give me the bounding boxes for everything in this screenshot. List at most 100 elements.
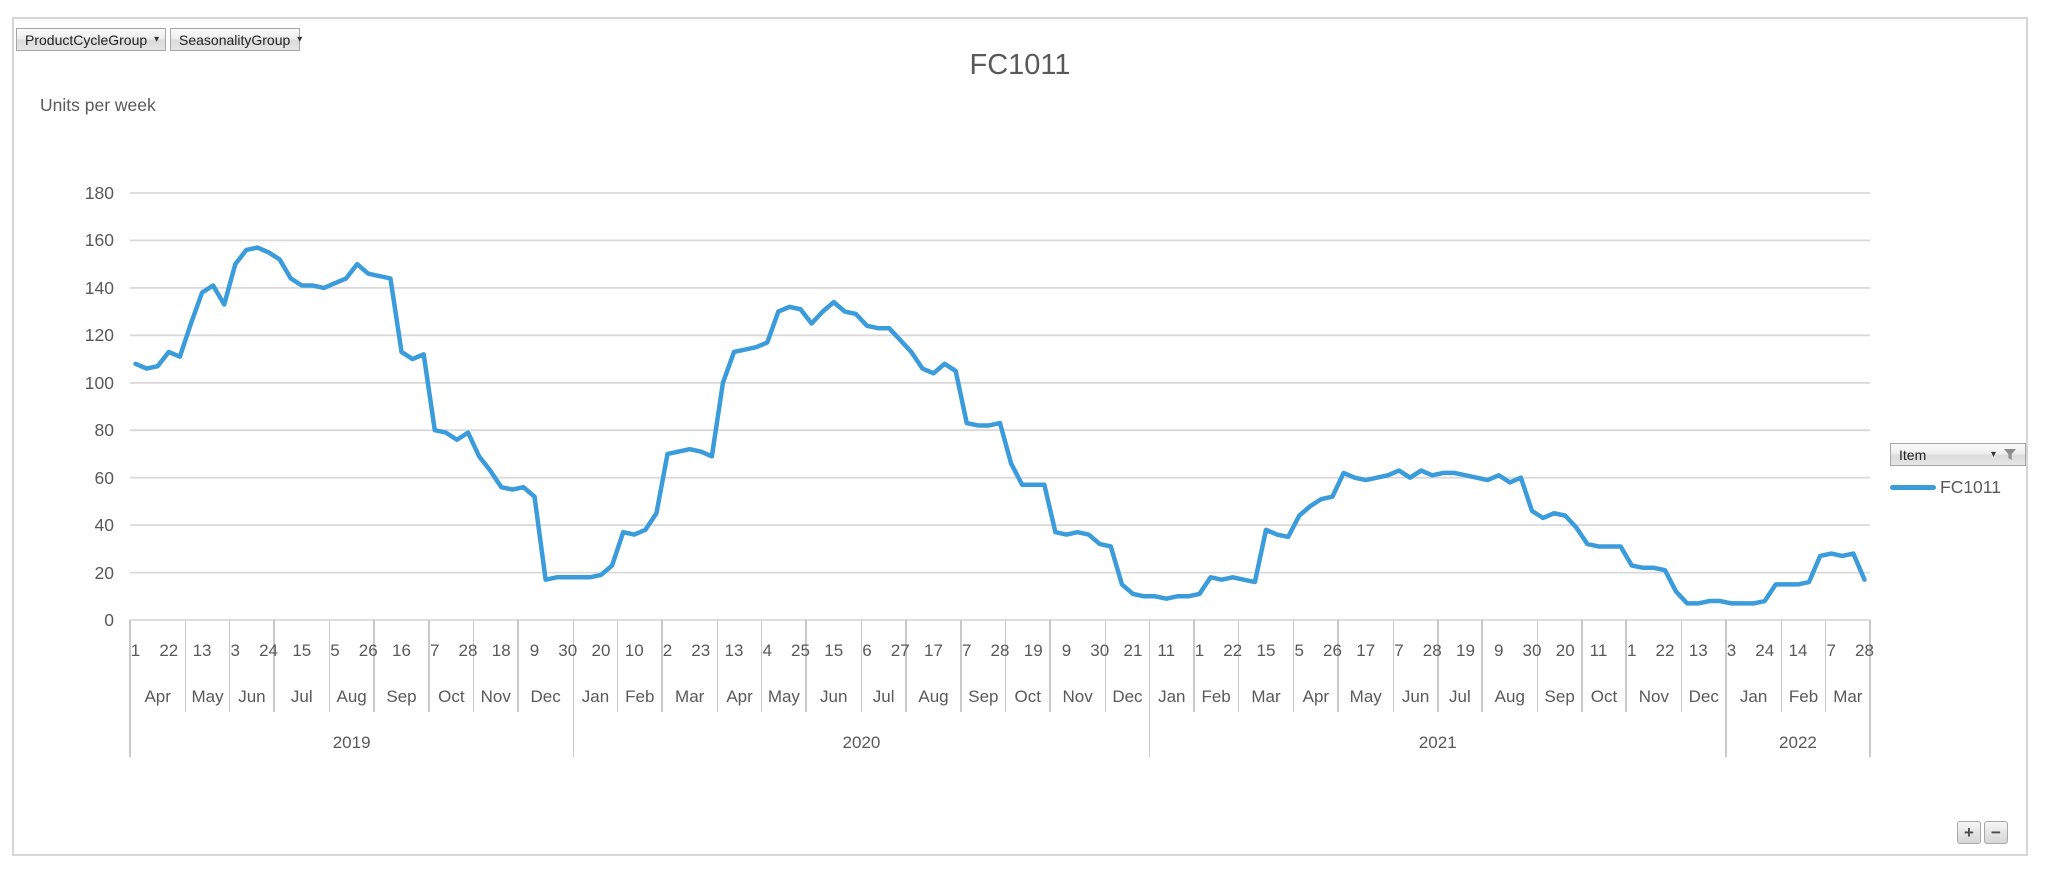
axis-separator <box>1824 620 1827 712</box>
x-axis-month-label: May <box>1349 687 1382 706</box>
x-axis-week-label: 30 <box>1522 641 1542 660</box>
field-button-seasonality-group[interactable]: SeasonalityGroup ▾ <box>170 28 303 51</box>
x-axis-year-label: 2020 <box>842 733 881 752</box>
axis-separator <box>1104 620 1107 712</box>
axis-separator <box>1392 620 1395 712</box>
x-axis-month-label: Dec <box>1112 687 1143 706</box>
x-axis-month-label: Sep <box>386 687 417 706</box>
axis-separator <box>616 620 619 712</box>
x-axis-month-label: Mar <box>675 687 705 706</box>
y-axis-tick-label: 0 <box>104 610 114 630</box>
x-axis-week-label: 26 <box>358 641 378 660</box>
x-axis-week-label: 19 <box>1023 641 1043 660</box>
x-axis-year-label: 2021 <box>1418 733 1457 752</box>
axis-separator <box>1581 620 1583 712</box>
axis-separator <box>1680 620 1683 712</box>
x-axis-week-label: 28 <box>1854 641 1874 660</box>
axis-separator <box>472 620 475 712</box>
legend-entry-fc1011[interactable]: FC1011 <box>1890 477 2001 498</box>
x-axis-week-label: 11 <box>1589 641 1608 660</box>
x-axis-month-label: Dec <box>1688 687 1719 706</box>
axis-separator <box>1869 712 1871 757</box>
x-axis-week-label: 20 <box>591 641 611 660</box>
x-axis-month-label: Feb <box>625 687 655 706</box>
axis-separator <box>1625 620 1627 712</box>
x-axis-month-label: Nov <box>1638 687 1669 706</box>
chevron-down-icon: ▾ <box>297 33 303 45</box>
axis-separator <box>760 620 763 712</box>
x-axis-week-label: 9 <box>529 641 540 660</box>
x-axis-week-label: 27 <box>890 641 910 660</box>
chevron-down-icon: ▾ <box>154 33 160 45</box>
y-axis-title: Units per week <box>40 95 156 115</box>
axis-separator <box>716 620 719 712</box>
x-axis-month-label: Nov <box>1062 687 1093 706</box>
x-axis: Apr May Jun Jul Aug Sep Oct Nov Dec 2019 Jan Feb Mar… <box>129 620 1874 757</box>
x-axis-week-label: 28 <box>990 641 1010 660</box>
x-axis-month-label: Jul <box>1449 687 1471 706</box>
x-axis-week-label: 9 <box>1493 641 1504 660</box>
x-axis-month-label: Sep <box>1544 687 1575 706</box>
y-axis-tick-label: 140 <box>84 277 114 298</box>
legend-entry-label: FC1011 <box>1940 477 2001 497</box>
series-line-fc1011[interactable] <box>133 245 1867 606</box>
x-axis-year-label: 2019 <box>332 733 371 752</box>
x-axis-week-label: 16 <box>392 641 411 660</box>
x-axis-week-label: 11 <box>1157 641 1176 660</box>
axis-separator <box>661 620 663 712</box>
x-axis-week-label: 1 <box>130 641 141 660</box>
zoom-in-button[interactable]: + <box>1957 821 1981 844</box>
x-axis-month-label: Feb <box>1788 687 1819 706</box>
zoom-out-button[interactable]: − <box>1984 821 2008 844</box>
axis-separator <box>805 620 807 712</box>
axis-separator <box>1481 620 1483 712</box>
axis-separator <box>273 620 275 712</box>
x-axis-week-label: 18 <box>491 641 511 660</box>
y-axis-tick-label: 180 <box>84 183 114 203</box>
x-axis-week-label: 22 <box>159 641 179 660</box>
axis-separator <box>129 620 131 712</box>
axis-separator <box>1337 620 1339 712</box>
x-axis-week-label: 17 <box>924 641 943 660</box>
x-axis-week-label: 4 <box>762 641 772 660</box>
field-button-item[interactable]: Item ▾ <box>1890 443 2026 466</box>
axis-separator <box>572 712 575 757</box>
pivot-chart-area: ProductCycleGroup ▾ SeasonalityGroup ▾ F… <box>12 17 2028 856</box>
axis-separator <box>1869 620 1871 712</box>
axis-separator <box>1780 620 1783 712</box>
axis-separator <box>1237 620 1240 712</box>
y-axis-tick-label: 40 <box>94 515 114 536</box>
x-axis-week-label: 21 <box>1123 641 1143 660</box>
x-axis-week-label: 17 <box>1356 641 1376 660</box>
x-axis-week-label: 20 <box>1555 641 1575 660</box>
axis-separator <box>1004 620 1007 712</box>
x-axis-month-label: Oct <box>1590 687 1618 706</box>
x-axis-week-label: 13 <box>1688 641 1708 660</box>
x-axis-week-label: 22 <box>1655 641 1675 660</box>
x-axis-week-label: 15 <box>824 641 844 660</box>
axis-separator <box>960 620 962 712</box>
x-axis-week-label: 2 <box>662 641 673 660</box>
x-axis-month-label: Apr <box>144 687 171 706</box>
x-axis-month-label: Jan <box>1158 687 1186 706</box>
x-axis-month-label: Oct <box>438 687 465 706</box>
y-axis-tick-label: 60 <box>94 467 114 488</box>
x-axis-month-label: Jan <box>581 687 610 706</box>
x-axis-month-label: Sep <box>968 687 999 706</box>
x-axis-week-label: 15 <box>1256 641 1276 660</box>
x-axis-week-label: 3 <box>230 641 241 660</box>
axis-separator <box>1148 712 1151 757</box>
x-axis-month-label: Nov <box>480 687 511 706</box>
x-axis-week-label: 30 <box>1090 641 1110 660</box>
field-button-label: ProductCycleGroup <box>25 31 148 48</box>
x-axis-week-label: 5 <box>330 641 340 660</box>
y-axis-tick-label: 20 <box>94 562 114 583</box>
x-axis-week-label: 1 <box>1194 641 1205 660</box>
x-axis-week-label: 30 <box>558 641 578 660</box>
x-axis-month-label: Jul <box>872 687 895 706</box>
x-axis-week-label: 10 <box>624 641 644 660</box>
axis-separator <box>1292 620 1295 712</box>
x-axis-month-label: Apr <box>726 687 753 706</box>
chart-title: FC1011 <box>969 49 1071 81</box>
field-button-product-cycle-group[interactable]: ProductCycleGroup ▾ <box>16 28 166 51</box>
